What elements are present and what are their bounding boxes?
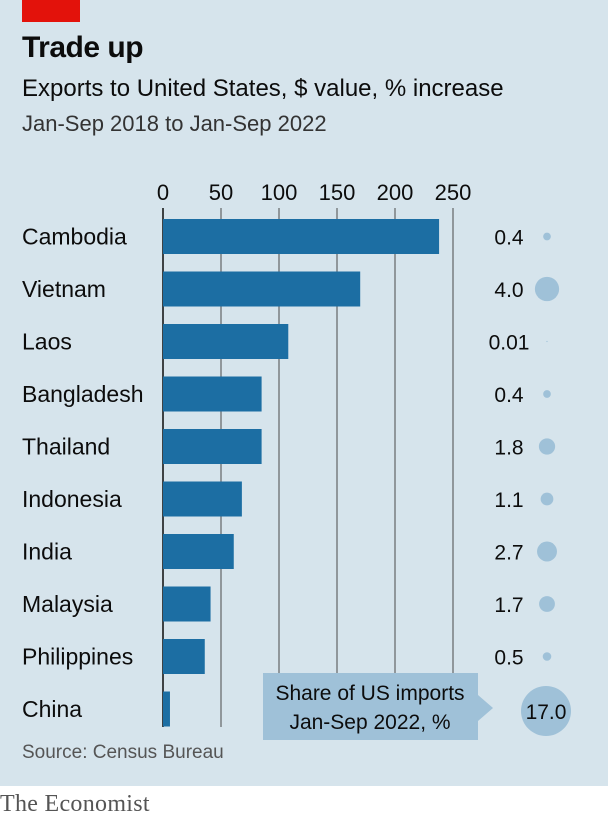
share-bubble [539,596,555,612]
share-callout-pointer [478,695,493,721]
category-label: Laos [22,329,72,355]
share-bubble [546,340,548,343]
share-callout-line1: Share of US imports [275,682,464,705]
x-tick-label: 0 [157,180,169,205]
bar [163,691,170,727]
category-label: Vietnam [22,276,106,302]
share-value-label: 4.0 [494,279,523,302]
share-bubble [542,652,552,661]
bar [163,481,242,517]
bar [163,429,262,464]
category-label: India [22,539,72,565]
share-value-label: 17.0 [526,701,567,724]
bar [163,271,361,307]
share-value-label: 0.4 [494,384,524,407]
x-tick-label: 50 [209,180,233,205]
share-value-label: 0.4 [494,227,524,250]
share-value-label: 0.5 [494,647,523,670]
share-callout-box [263,673,478,740]
bar [163,534,234,569]
x-tick-label: 100 [261,180,298,205]
publisher-logo: The Economist [0,791,150,817]
share-callout-line2: Jan-Sep 2022, % [289,711,450,734]
category-label: Bangladesh [22,381,144,407]
bar [163,639,205,674]
category-label: Malaysia [22,591,113,617]
chart-period: Jan-Sep 2018 to Jan-Sep 2022 [22,111,327,136]
category-label: Indonesia [22,486,122,512]
share-bubble [543,232,551,241]
share-value-label: 1.8 [494,437,523,460]
category-label: China [22,696,82,722]
share-value-label: 0.01 [489,332,530,355]
share-bubble [521,686,571,736]
share-bubble [538,438,556,455]
share-bubble [537,541,557,562]
chart-title: Trade up [22,31,144,64]
x-tick-label: 150 [319,180,356,205]
bar [163,586,211,622]
x-tick-label: 250 [435,180,472,205]
category-label: Philippines [22,644,133,670]
x-tick-label: 200 [377,180,414,205]
category-label: Thailand [22,434,110,460]
share-bubble [543,390,551,398]
bar [163,219,440,254]
chart-panel [0,0,608,786]
share-bubble [534,276,560,302]
bar-chart: 0 50 100 150 200 250 Cambodia Vietnam Laos Bangl… [22,180,571,740]
brand-tag [22,0,80,22]
share-value-label: 1.1 [494,489,523,512]
bar [163,376,262,412]
share-value-label: 1.7 [494,594,523,617]
category-label: Cambodia [22,224,127,250]
chart-subtitle: Exports to United States, $ value, % inc… [22,75,504,102]
share-value-label: 2.7 [494,542,523,565]
share-bubble [540,492,554,506]
source-note: Source: Census Bureau [22,742,224,763]
bar [163,324,289,359]
